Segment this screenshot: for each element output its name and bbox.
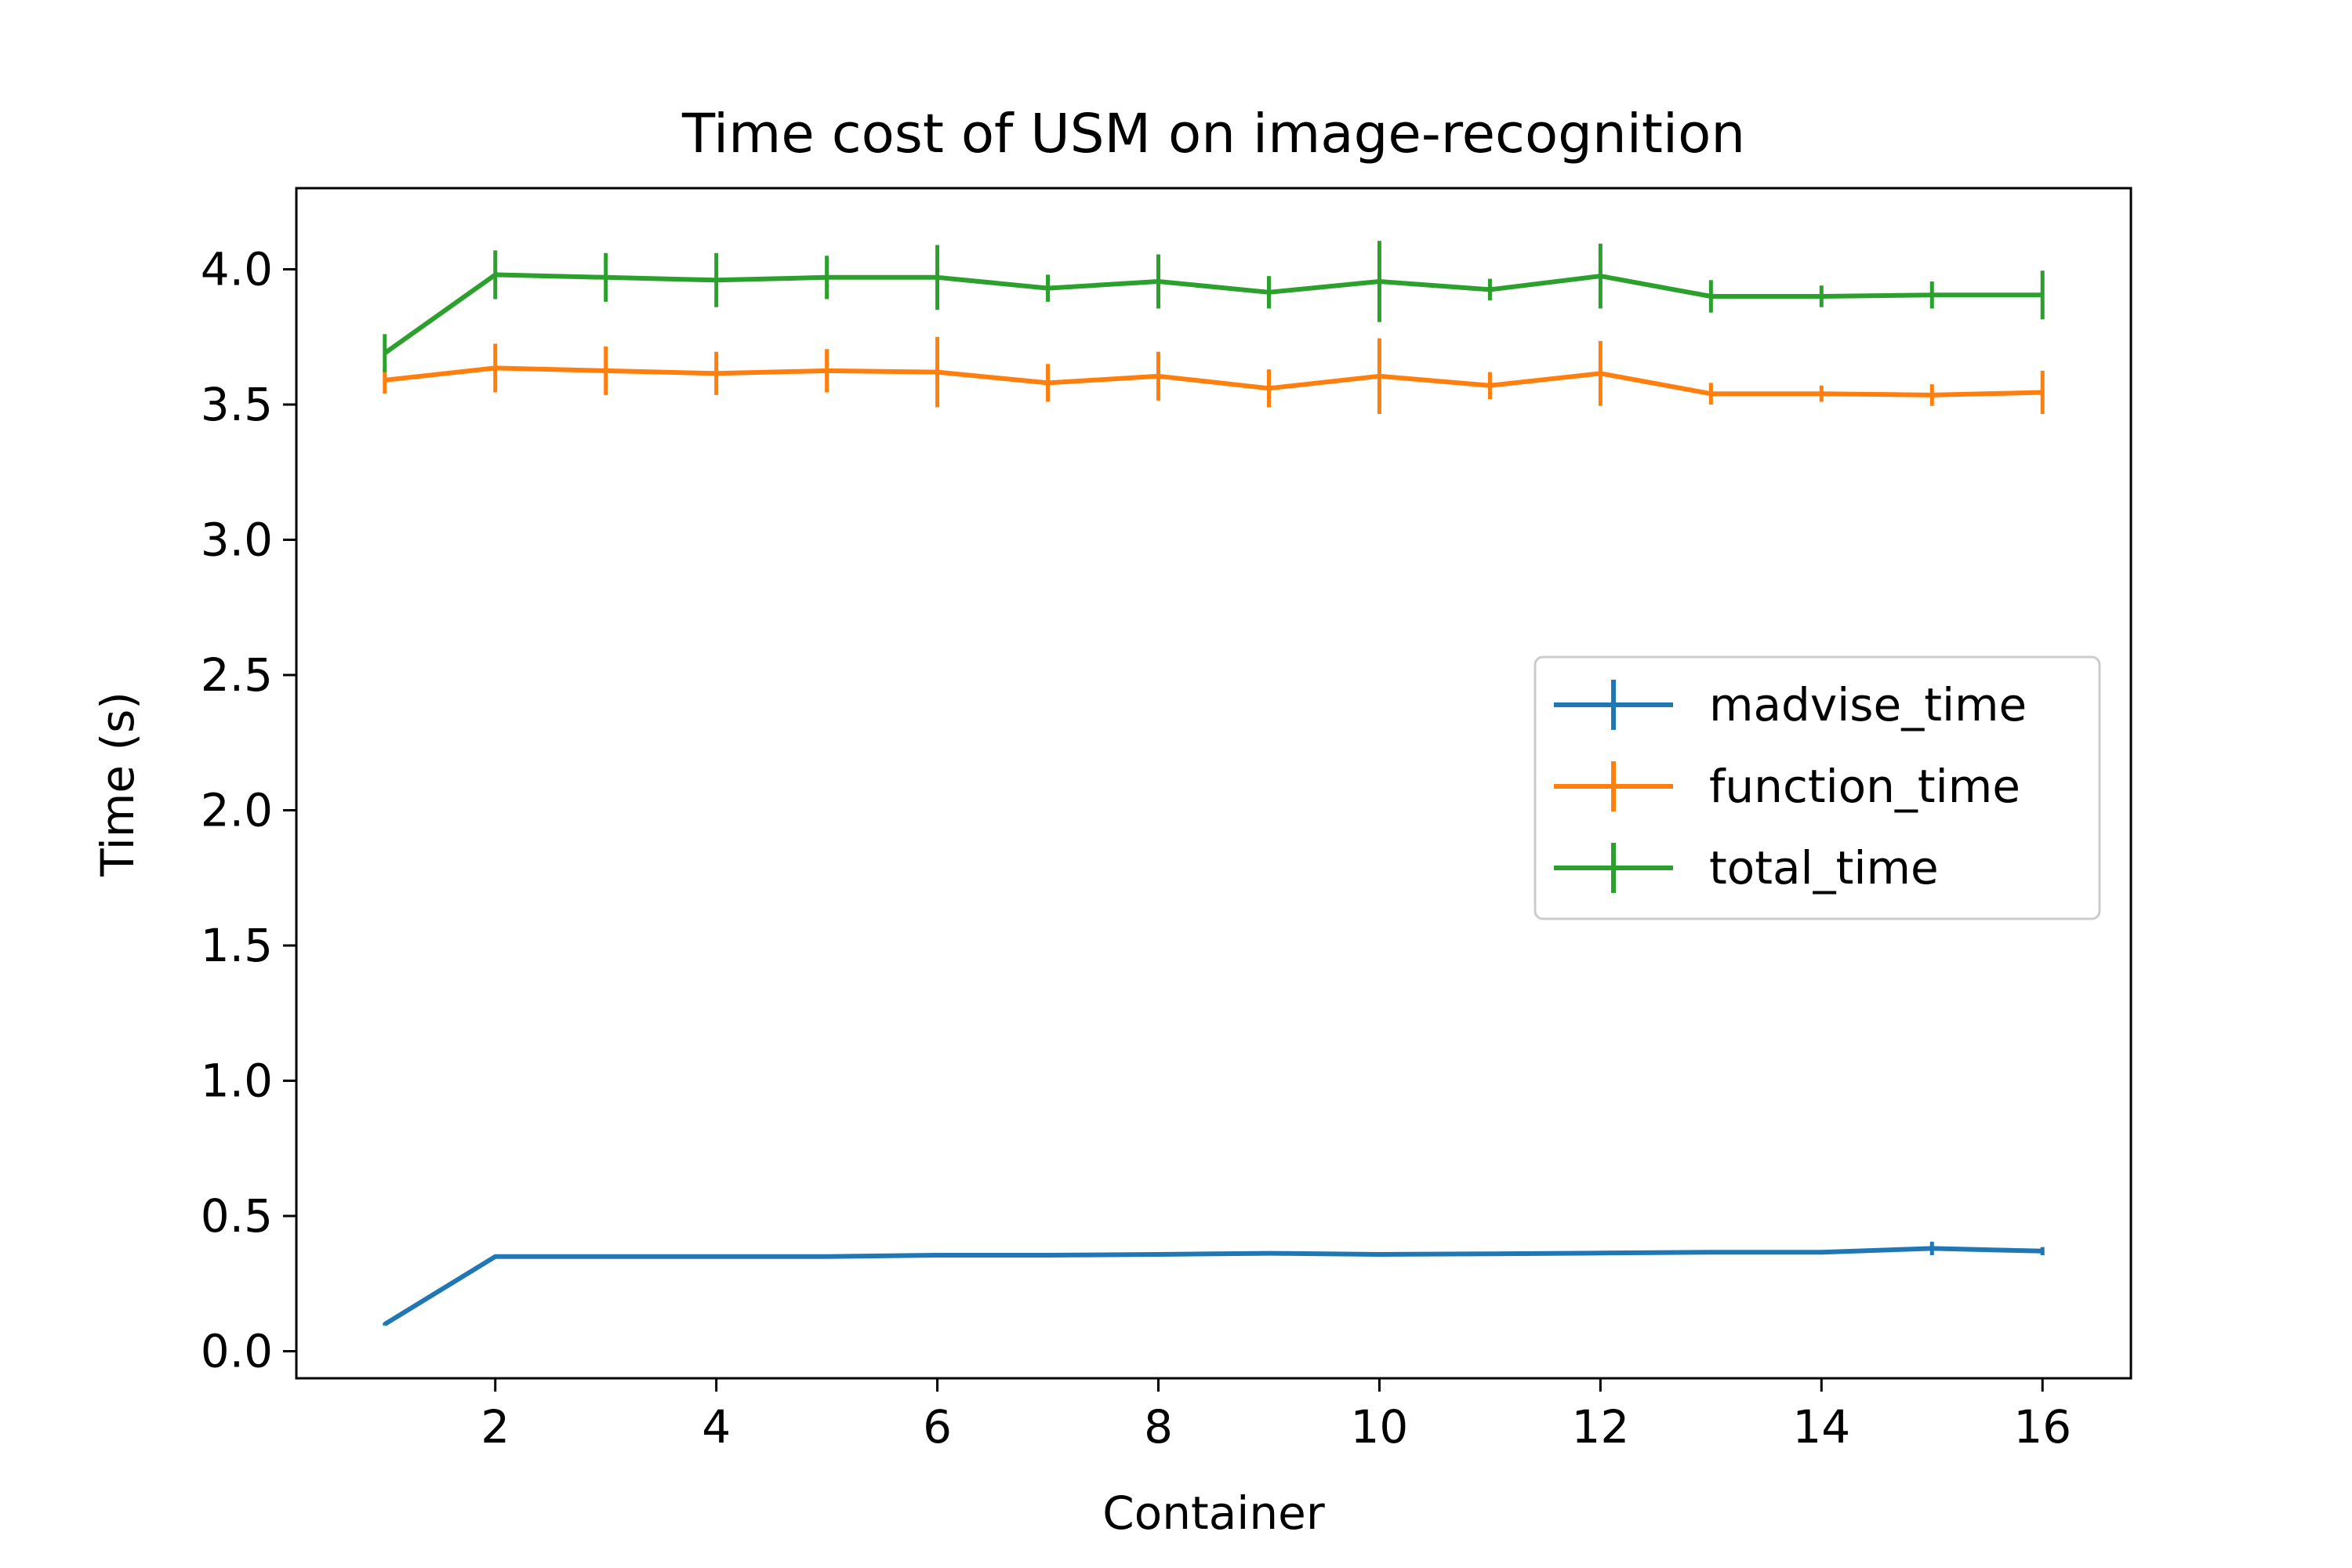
x-tick-label: 16: [2013, 1400, 2071, 1454]
x-tick-label: 14: [1792, 1400, 1850, 1454]
y-tick-label: 1.0: [201, 1054, 273, 1108]
series-function-time: [383, 336, 2045, 415]
x-tick-label: 10: [1351, 1400, 1409, 1454]
y-tick-label: 0.5: [201, 1189, 273, 1243]
series-line: [383, 272, 2043, 355]
x-tick-label: 4: [702, 1400, 731, 1454]
legend-item-function-time: function_time: [1554, 760, 2020, 813]
series-line: [384, 365, 2043, 397]
legend-label: function_time: [1709, 760, 2020, 813]
plot-frame: [295, 187, 2132, 1380]
y-tick-label: 3.0: [201, 514, 273, 567]
legend-item-madvise-time: madvise_time: [1554, 678, 2027, 731]
y-axis: 0.0 0.5 1.0 1.5 2.0 2.5 3.0 3.5 4.0: [201, 243, 296, 1378]
x-tick-label: 8: [1144, 1400, 1173, 1454]
legend-label: madvise_time: [1709, 678, 2027, 731]
legend: madvise_time function_time total_time: [1534, 655, 2101, 920]
y-tick-label: 2.5: [201, 648, 273, 702]
y-tick-label: 3.5: [201, 378, 273, 431]
y-tick-label: 1.5: [201, 919, 273, 972]
y-axis-title: Time (s): [91, 691, 144, 877]
legend-frame: [1534, 655, 2101, 920]
legend-label: total_time: [1709, 841, 1939, 895]
y-tick-label: 2.0: [201, 784, 273, 837]
x-axis-title: Container: [1102, 1486, 1325, 1540]
y-tick-label: 0.0: [201, 1325, 273, 1378]
series-line: [383, 1246, 2043, 1327]
series-total-time: [383, 241, 2045, 372]
x-tick-label: 6: [923, 1400, 952, 1454]
legend-item-total-time: total_time: [1554, 841, 1939, 895]
x-tick-label: 2: [481, 1400, 510, 1454]
x-tick-label: 12: [1571, 1400, 1629, 1454]
chart-title: Time cost of USM on image-recognition: [681, 103, 1745, 165]
y-tick-label: 4.0: [201, 243, 273, 296]
series-madvise-time: [383, 1241, 2045, 1327]
plot-area: [383, 241, 2045, 1327]
x-axis: 2 4 6 8 10 12 14 16: [481, 1378, 2071, 1454]
